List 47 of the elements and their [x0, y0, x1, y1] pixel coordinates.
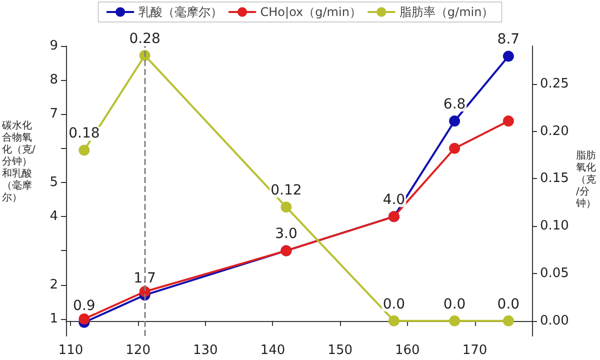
- x-tick-label: 120: [126, 343, 150, 358]
- y-tick-label: 8: [50, 72, 58, 88]
- legend-label: 脂肪率（g/min）: [399, 5, 494, 19]
- y-tick-label: 4: [50, 209, 58, 224]
- x-tick-label: 170: [462, 343, 488, 358]
- y-tick-label: 9: [50, 38, 58, 54]
- point: [449, 116, 460, 127]
- point: [280, 202, 292, 213]
- y-tick-label: 1: [50, 311, 58, 326]
- y-tick-label: 2: [50, 277, 58, 292]
- data-label: 4.0: [382, 192, 406, 208]
- data-label: 0.0: [382, 296, 406, 312]
- y2-tick-label: 0.15: [540, 171, 569, 186]
- legend-label: CHo|ox（g/min）: [260, 5, 362, 19]
- data-label: 0.28: [129, 30, 160, 47]
- data-label: 0.18: [68, 126, 100, 142]
- x-tick-label: 150: [328, 343, 352, 358]
- point: [502, 50, 514, 62]
- data-label: 0.0: [497, 296, 520, 312]
- point: [502, 116, 514, 127]
- data-label: 8.7: [497, 32, 520, 48]
- data-label: 3.0: [275, 226, 298, 242]
- data-label: 6.8: [443, 96, 466, 113]
- legend-label: 乳酸（毫摩尔）: [138, 5, 222, 19]
- point: [78, 144, 90, 156]
- x-tick-label: 130: [192, 343, 218, 358]
- y-tick-label: 5: [50, 174, 58, 190]
- y-tick-label: 7: [50, 106, 58, 122]
- x-tick-label: 140: [260, 343, 286, 358]
- point: [449, 315, 460, 326]
- y2-tick-label: 0.05: [540, 266, 569, 281]
- y-axis-title: 碳水化合物氧化（克/分钟）和乳酸（毫摩尔）: [1, 120, 36, 204]
- y2-tick-label: 0.00: [540, 313, 569, 328]
- data-label: 0.9: [73, 298, 96, 314]
- y2-axis-title: 脂肪氧化（克/分钟）: [575, 150, 596, 210]
- data-label: 0.0: [443, 296, 466, 312]
- data-label: 0.12: [270, 182, 302, 199]
- x-tick-label: 160: [395, 343, 420, 358]
- point: [449, 142, 460, 154]
- point: [502, 315, 514, 326]
- point: [78, 313, 90, 324]
- y2-tick-label: 0.10: [540, 218, 569, 234]
- x-tick-label: 110: [58, 343, 84, 358]
- y2-tick-label: 0.20: [540, 124, 569, 139]
- y2-tick-label: 0.25: [540, 76, 569, 92]
- data-label: 1.7: [134, 270, 156, 287]
- point: [388, 315, 400, 326]
